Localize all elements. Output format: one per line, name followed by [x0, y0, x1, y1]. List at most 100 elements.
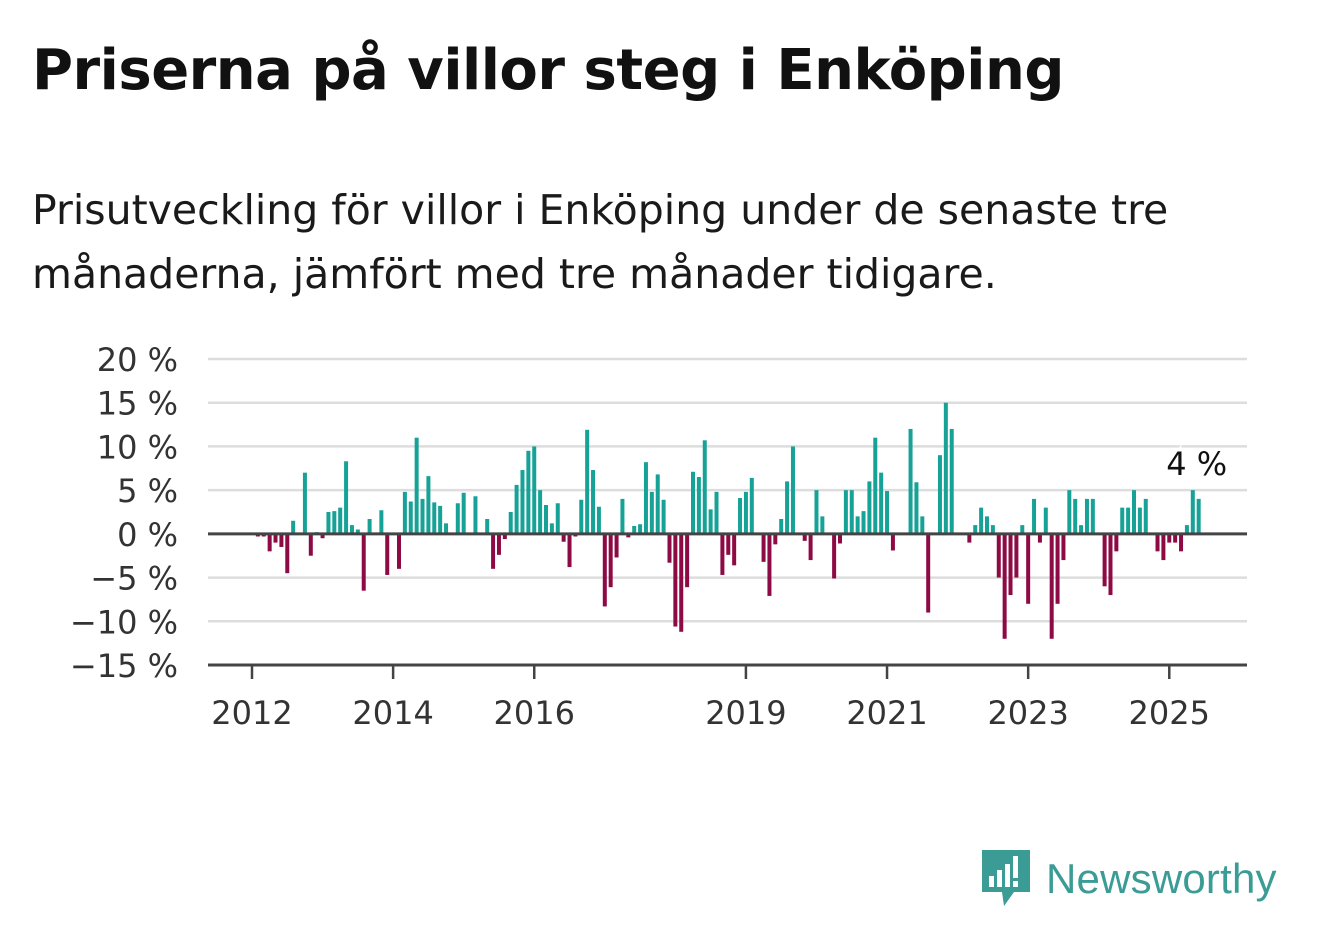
bar — [638, 524, 643, 534]
bar — [920, 516, 925, 534]
bar — [1108, 533, 1113, 596]
bar — [1043, 507, 1048, 534]
bar — [738, 498, 743, 534]
bar — [602, 533, 607, 607]
bar — [444, 523, 449, 534]
bar — [820, 516, 825, 534]
y-tick-label: 20 % — [97, 341, 178, 379]
bar — [908, 428, 913, 534]
bar — [485, 518, 490, 534]
bar — [890, 533, 895, 551]
y-axis-labels: 20 % 15 % 10 % 5 % 0 % −5 % −10 % −15 % — [70, 341, 178, 685]
bar — [632, 525, 637, 534]
bar — [1079, 525, 1084, 534]
bar — [655, 474, 660, 534]
bar — [567, 533, 572, 568]
bar — [273, 533, 278, 543]
bar — [285, 533, 290, 574]
bar — [408, 501, 413, 534]
bars — [255, 402, 1201, 639]
bar — [544, 505, 548, 534]
x-tick-label: 2021 — [846, 694, 927, 732]
bar — [773, 533, 778, 545]
bar — [661, 499, 666, 534]
bar — [1067, 490, 1072, 534]
x-axis-ticks: 2012 2014 2016 2019 2021 2023 2025 — [211, 665, 1210, 732]
y-tick-label: −15 % — [70, 647, 178, 685]
bar — [749, 477, 754, 534]
bar — [885, 491, 890, 534]
bar — [614, 533, 619, 558]
y-tick-label: −5 % — [90, 560, 178, 598]
bar — [843, 490, 848, 534]
bar — [1020, 525, 1025, 534]
bar — [561, 533, 566, 542]
bar — [937, 455, 942, 534]
bar — [496, 533, 501, 555]
bar — [714, 491, 719, 534]
bar — [849, 490, 854, 534]
bar — [1090, 498, 1095, 534]
bar — [1120, 507, 1125, 534]
bar — [579, 499, 584, 534]
bar — [326, 512, 331, 534]
bar — [438, 505, 443, 534]
bar — [361, 533, 366, 591]
bar — [673, 533, 678, 627]
bar — [790, 446, 795, 534]
bar — [867, 481, 872, 534]
bar — [879, 472, 884, 534]
bar — [455, 503, 460, 534]
bar — [402, 491, 407, 534]
bar — [1002, 533, 1007, 639]
bar — [667, 533, 672, 563]
newsworthy-logo-icon — [982, 850, 1030, 906]
chart-subtitle: Prisutveckling för villor i Enköping und… — [32, 186, 1169, 298]
bar — [1137, 507, 1142, 534]
bar — [1126, 507, 1131, 534]
bar — [1055, 533, 1060, 604]
bar — [802, 533, 807, 541]
bar — [873, 437, 878, 534]
x-tick-label: 2012 — [211, 694, 292, 732]
bar — [702, 440, 707, 534]
bar — [1037, 533, 1042, 543]
bar — [367, 518, 372, 534]
bar — [514, 484, 519, 534]
bar — [1155, 533, 1160, 552]
bar — [538, 490, 543, 534]
bar — [355, 529, 360, 534]
bar — [397, 533, 401, 569]
bar — [473, 496, 478, 534]
bar — [520, 470, 525, 534]
bar — [1184, 525, 1189, 534]
bar — [691, 471, 695, 534]
bar — [967, 533, 972, 543]
bar — [814, 490, 819, 534]
bar — [732, 533, 737, 566]
bar — [743, 491, 748, 534]
bar — [1049, 533, 1054, 639]
brand-logo: Newsworthy — [982, 848, 1277, 910]
brand-name: Newsworthy — [1046, 855, 1277, 902]
bar — [620, 498, 625, 534]
bar — [308, 533, 313, 556]
bar — [1196, 498, 1201, 534]
y-tick-label: 10 % — [97, 428, 178, 466]
bar — [985, 516, 989, 534]
bar — [1143, 498, 1148, 534]
x-tick-label: 2025 — [1129, 694, 1210, 732]
bar — [461, 492, 466, 534]
bar — [926, 533, 931, 613]
bar — [1014, 533, 1019, 578]
last-value-label: 4 % — [1166, 445, 1227, 483]
bar — [779, 518, 784, 534]
bar — [949, 428, 954, 534]
bar — [990, 525, 995, 534]
bar — [861, 511, 866, 534]
bar — [1032, 498, 1037, 534]
bar — [549, 523, 554, 534]
bar — [808, 533, 813, 561]
bar — [832, 533, 837, 579]
